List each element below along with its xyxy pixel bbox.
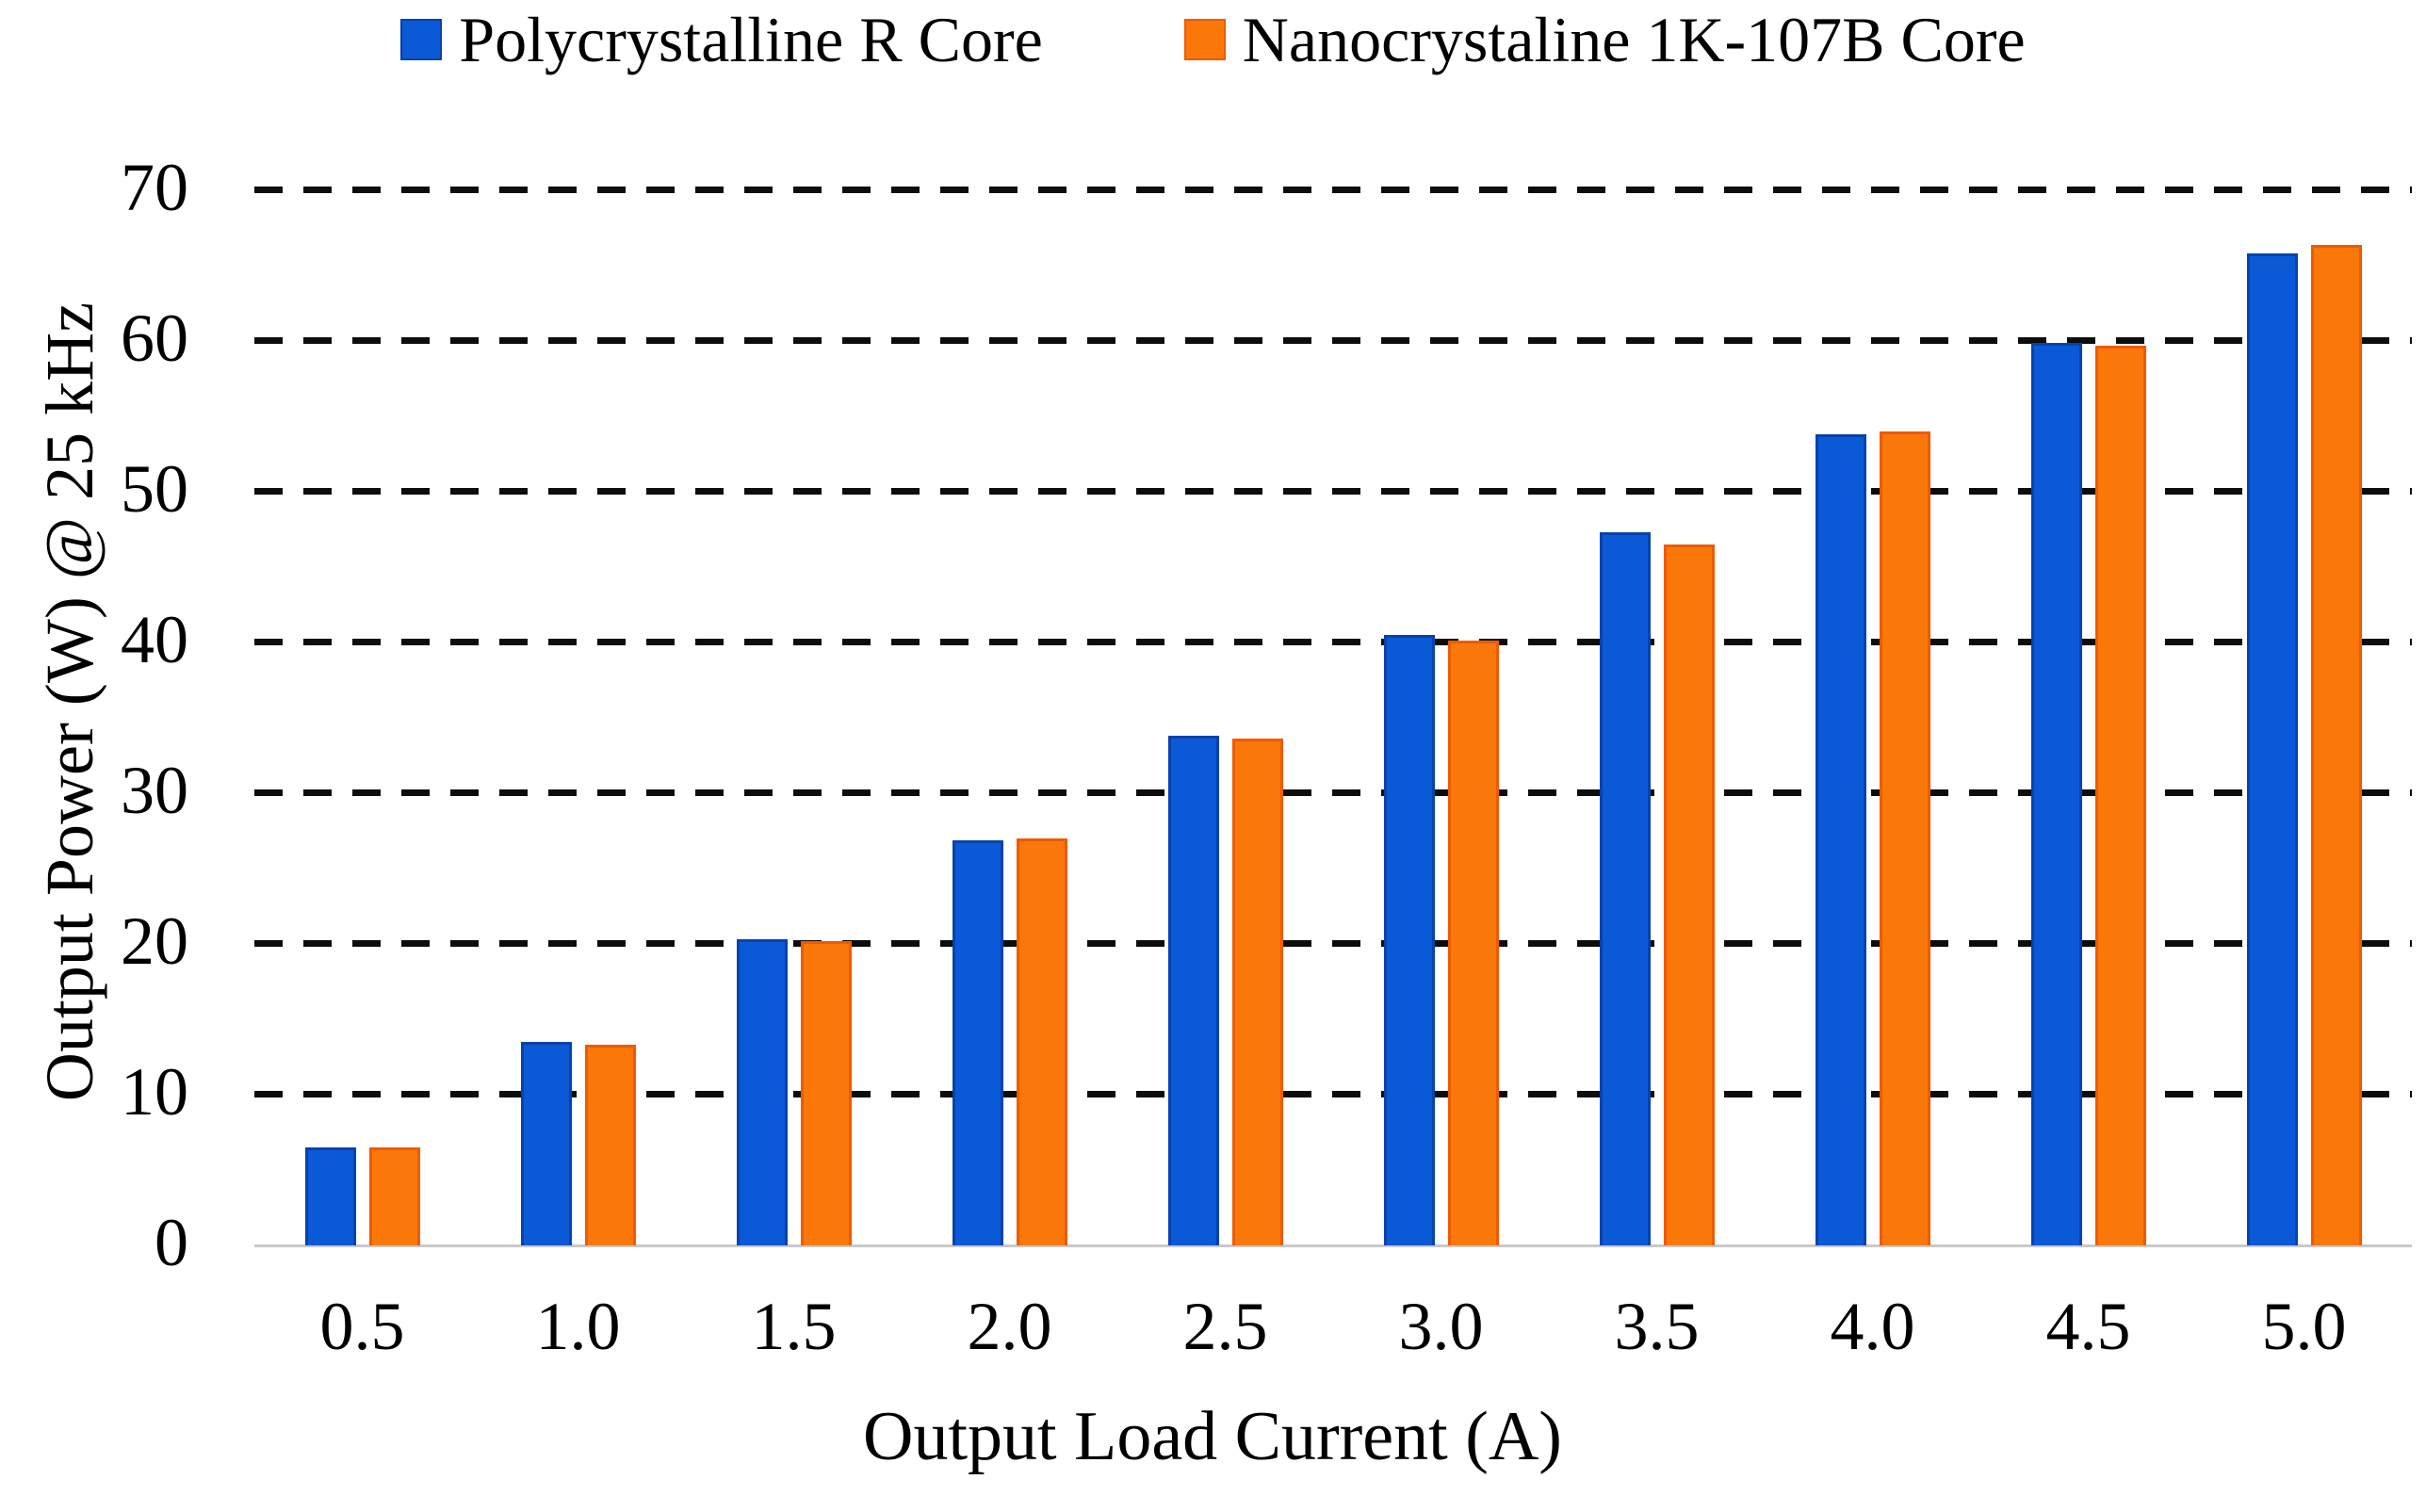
y-tick-label-20: 20 [121, 903, 188, 980]
x-tick-label-2.5: 2.5 [1182, 1289, 1268, 1364]
gridline-20 [254, 940, 2412, 947]
legend-item-nanocrystaline: Nanocrystaline 1K-107B Core [1183, 4, 2026, 75]
gridline-50 [254, 488, 2412, 495]
y-tick-label-10: 10 [121, 1054, 188, 1130]
bar-nanocrystaline-1.5 [800, 940, 852, 1245]
bar-polycrystalline-2.0 [952, 839, 1003, 1245]
x-tick-label-3.0: 3.0 [1398, 1289, 1484, 1364]
x-tick-label-4.5: 4.5 [2045, 1289, 2131, 1364]
chart-legend: Polycrystalline R Core Nanocrystaline 1K… [0, 8, 2426, 72]
y-tick-label-40: 40 [121, 602, 188, 678]
legend-swatch-orange-icon [1183, 19, 1226, 60]
gridline-70 [254, 187, 2412, 193]
y-tick-label-0: 0 [155, 1205, 188, 1281]
bar-polycrystalline-1.5 [736, 939, 788, 1245]
bar-nanocrystaline-3.0 [1447, 641, 1499, 1245]
x-tick-label-1.5: 1.5 [751, 1289, 837, 1364]
y-tick-label-50: 50 [121, 451, 188, 528]
bar-polycrystalline-3.5 [1599, 532, 1651, 1245]
bar-polycrystalline-3.0 [1383, 635, 1435, 1245]
gridline-40 [254, 639, 2412, 645]
bar-polycrystalline-0.5 [304, 1147, 356, 1245]
y-tick-label-30: 30 [121, 753, 188, 829]
x-tick-label-1.0: 1.0 [535, 1289, 621, 1364]
legend-label-nanocrystaline: Nanocrystaline 1K-107B Core [1242, 4, 2026, 75]
bar-nanocrystaline-3.5 [1663, 545, 1715, 1245]
bar-nanocrystaline-2.5 [1231, 739, 1283, 1245]
bar-polycrystalline-2.5 [1167, 736, 1219, 1245]
bar-nanocrystaline-4.0 [1879, 431, 1930, 1245]
bar-polycrystalline-4.5 [2030, 342, 2082, 1245]
x-tick-label-3.5: 3.5 [1614, 1289, 1700, 1364]
legend-swatch-blue-icon [400, 19, 443, 60]
gridline-30 [254, 789, 2412, 796]
bar-nanocrystaline-2.0 [1016, 838, 1067, 1245]
bar-polycrystalline-5.0 [2246, 253, 2298, 1245]
bar-polycrystalline-4.0 [1815, 434, 1866, 1245]
gridline-60 [254, 337, 2412, 344]
x-tick-label-5.0: 5.0 [2261, 1289, 2347, 1364]
bar-nanocrystaline-1.0 [584, 1045, 636, 1245]
x-axis-title: Output Load Current (A) [863, 1398, 1562, 1475]
legend-label-polycrystalline: Polycrystalline R Core [459, 4, 1043, 75]
gridline-10 [254, 1091, 2412, 1097]
plot-area [254, 187, 2412, 1247]
bar-nanocrystaline-4.5 [2094, 345, 2146, 1245]
y-tick-label-70: 70 [121, 150, 188, 226]
legend-item-polycrystalline: Polycrystalline R Core [400, 4, 1043, 75]
x-tick-label-4.0: 4.0 [1830, 1289, 1915, 1364]
y-axis-title: Output Power (W) @ 25 kHz [32, 301, 107, 1102]
x-tick-label-0.5: 0.5 [319, 1289, 405, 1364]
x-axis-line [254, 1244, 2412, 1247]
y-tick-label-60: 60 [121, 301, 188, 377]
bar-nanocrystaline-5.0 [2310, 244, 2362, 1245]
x-tick-label-2.0: 2.0 [967, 1289, 1052, 1364]
bar-nanocrystaline-0.5 [368, 1147, 420, 1245]
bar-polycrystalline-1.0 [520, 1042, 572, 1245]
